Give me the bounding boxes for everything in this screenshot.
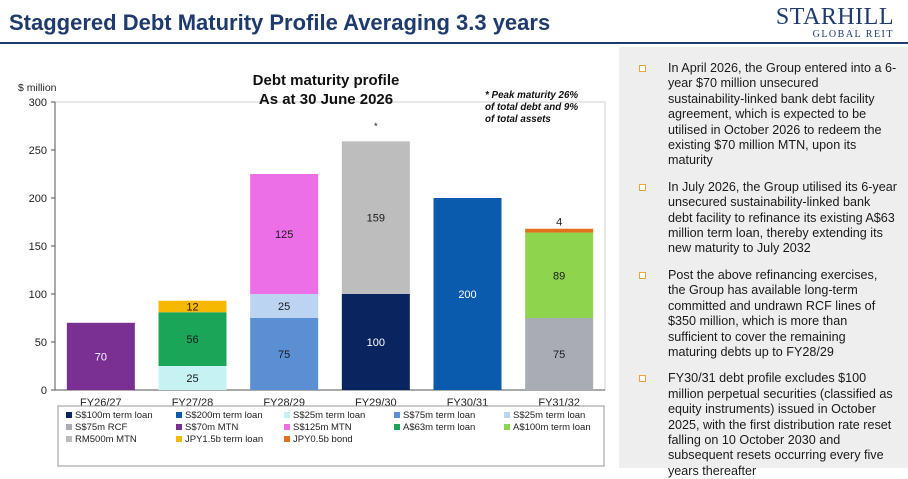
- bullet-square-icon: [639, 65, 646, 72]
- y-tick-label: 100: [29, 289, 47, 301]
- bar-value-label: 25: [278, 301, 290, 313]
- commentary-text: In April 2026, the Group entered into a …: [668, 61, 897, 168]
- bar-value-label: 56: [186, 334, 198, 346]
- bullet-square-icon: [639, 271, 646, 279]
- page-title: Staggered Debt Maturity Profile Averagin…: [9, 10, 551, 35]
- chart-title: Debt maturity profile: [253, 72, 400, 89]
- legend-swatch: [176, 412, 182, 418]
- bar-segment: [525, 232, 594, 318]
- legend-swatch: [66, 424, 72, 430]
- legend-entry: S$75m term loan: [403, 410, 475, 421]
- bar-segment: [158, 366, 227, 390]
- commentary-panel: In April 2026, the Group entered into a …: [619, 47, 908, 478]
- bar-segment: [158, 300, 227, 313]
- bar-value-label: 4: [556, 217, 562, 229]
- company-logo: STARHILL GLOBAL REIT: [776, 4, 894, 40]
- bar-value-label: 75: [553, 349, 565, 361]
- bar-segment: [250, 318, 319, 390]
- bar-value-label: 75: [278, 349, 290, 361]
- legend-entry: S$25m term loan: [513, 410, 585, 421]
- legend-swatch: [504, 424, 510, 430]
- bar-value-label: 125: [275, 229, 293, 241]
- bullet-square-icon: [639, 375, 646, 383]
- bar-value-label: 89: [553, 270, 565, 282]
- commentary-item: FY30/31 debt profile excludes $100 milli…: [635, 371, 898, 479]
- bar-value-label: 70: [95, 351, 107, 363]
- logo-line1: STARHILL: [775, 4, 894, 30]
- commentary-text: In July 2026, the Group utilised its 6-y…: [668, 179, 897, 256]
- legend-entry: JPY1.5b term loan: [185, 434, 263, 445]
- y-tick-label: 0: [41, 385, 47, 397]
- legend-entry: S$125m MTN: [293, 422, 352, 433]
- commentary-text: Post the above refinancing exercises, th…: [668, 267, 878, 359]
- bar-segment: [341, 141, 410, 294]
- y-tick-label: 150: [29, 241, 47, 253]
- bar-segment: [66, 322, 135, 390]
- bar-value-label: 25: [186, 373, 198, 385]
- plot-frame: [54, 101, 606, 391]
- peak-annotation-line: of total debt and 9%: [485, 102, 578, 113]
- legend-swatch: [176, 436, 182, 442]
- commentary-text: FY30/31 debt profile excludes $100 milli…: [668, 371, 893, 478]
- y-tick-label: 50: [35, 337, 47, 349]
- bar-value-label: 159: [367, 213, 385, 225]
- legend-swatch: [66, 436, 72, 442]
- bar-value-label: 12: [186, 301, 198, 313]
- bar-segment: [525, 228, 594, 233]
- legend-swatch: [284, 436, 290, 442]
- legend-swatch: [176, 424, 182, 430]
- bar-segment: [341, 294, 410, 390]
- legend-entry: S$25m term loan: [293, 410, 365, 421]
- legend-swatch: [284, 424, 290, 430]
- bar-segment: [525, 318, 594, 390]
- legend-entry: A$63m term loan: [403, 422, 475, 433]
- legend-entry: S$70m MTN: [185, 422, 238, 433]
- bar-segment: [433, 198, 502, 390]
- y-tick-label: 250: [29, 145, 47, 157]
- legend-swatch: [284, 412, 290, 418]
- bullet-square-icon: [639, 183, 646, 191]
- legend-box: [57, 405, 605, 467]
- legend-entry: RM500m MTN: [75, 434, 137, 445]
- bar-value-label: 100: [367, 337, 385, 349]
- peak-marker: *: [374, 121, 378, 132]
- y-tick-label: 300: [29, 97, 47, 109]
- y-axis-label: $ million: [18, 82, 57, 94]
- peak-annotation-line: of total assets: [485, 114, 551, 125]
- legend-swatch: [66, 412, 72, 418]
- legend-swatch: [504, 412, 510, 418]
- bar-segment: [250, 294, 319, 318]
- logo-line2: GLOBAL REIT: [812, 29, 894, 40]
- legend-swatch: [394, 424, 400, 430]
- legend-swatch: [394, 412, 400, 418]
- commentary-item: Post the above refinancing exercises, th…: [635, 268, 898, 360]
- debt-maturity-chart: 0 50 100 150 200 250 300 $ million Debt maturity…: [18, 72, 606, 467]
- y-tick-label: 200: [29, 193, 47, 205]
- peak-annotation-line: * Peak maturity 26%: [485, 90, 578, 101]
- commentary-item: In July 2026, the Group utilised its 6-y…: [635, 180, 898, 257]
- commentary-item: In April 2026, the Group entered into a …: [635, 61, 898, 169]
- legend-entry: A$100m term loan: [513, 422, 591, 433]
- legend-entry: S$75m RCF: [75, 422, 127, 433]
- legend-entry: S$100m term loan: [75, 410, 153, 421]
- legend-entry: S$200m term loan: [185, 410, 263, 421]
- bar-segment: [250, 174, 319, 294]
- chart-subtitle: As at 30 June 2026: [259, 91, 393, 108]
- legend-entry: JPY0.5b bond: [293, 434, 353, 445]
- bar-value-label: 200: [458, 289, 476, 301]
- title-divider: [0, 42, 908, 44]
- bar-segment: [158, 312, 227, 366]
